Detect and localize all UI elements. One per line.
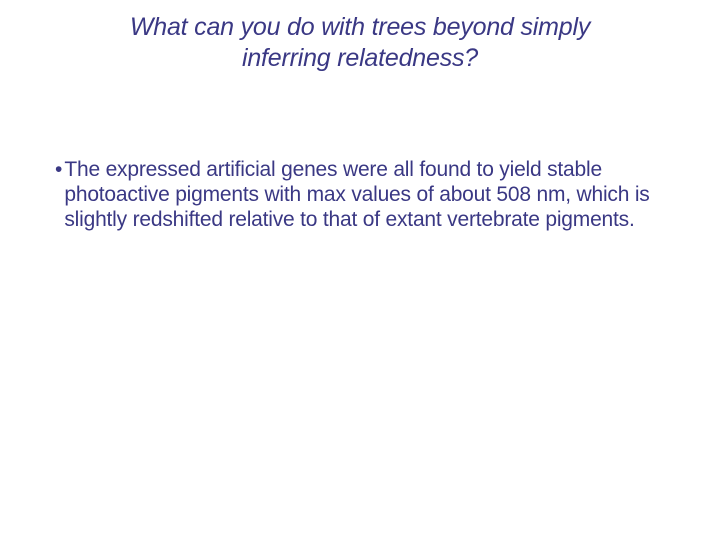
slide-title: What can you do with trees beyond simply… bbox=[55, 12, 665, 75]
slide-body: • The expressed artificial genes were al… bbox=[55, 157, 665, 233]
bullet-marker: • bbox=[55, 157, 62, 183]
bullet-text: The expressed artificial genes were all … bbox=[64, 157, 665, 233]
slide-container: What can you do with trees beyond simply… bbox=[0, 0, 720, 540]
bullet-item: • The expressed artificial genes were al… bbox=[55, 157, 665, 233]
